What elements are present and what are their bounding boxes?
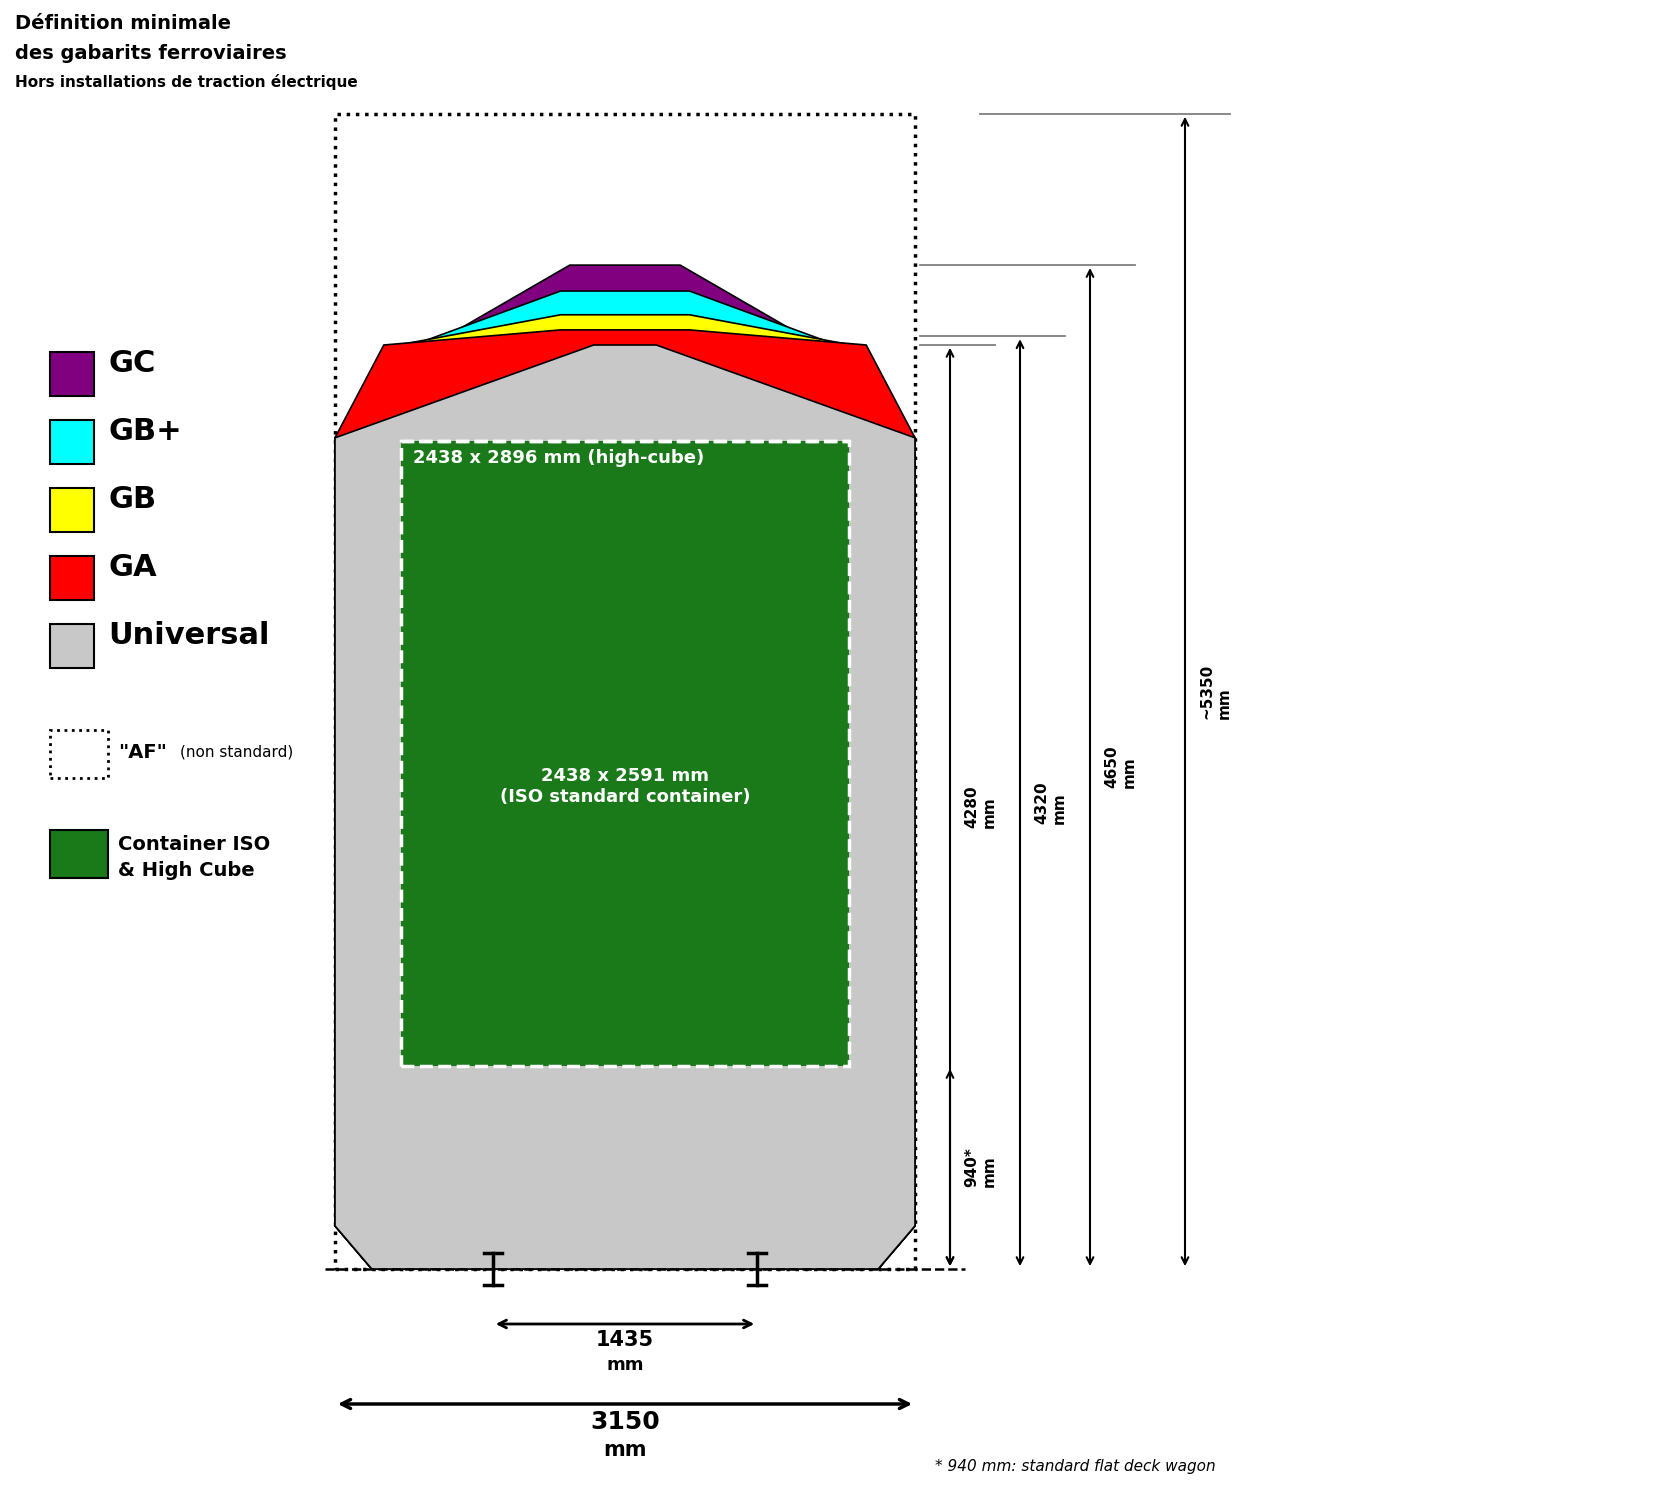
Text: mm: mm (606, 1357, 643, 1375)
Bar (400, 441, 850, 1066)
Text: Container ISO: Container ISO (118, 835, 270, 853)
Text: "AF": "AF" (118, 743, 166, 761)
Polygon shape (334, 265, 916, 1269)
Bar (50, 420, 94, 465)
Text: 4320
mm: 4320 mm (1033, 782, 1067, 824)
Bar (50, 830, 108, 878)
Text: Universal: Universal (108, 621, 269, 650)
Text: mm: mm (603, 1439, 647, 1460)
Bar (50, 487, 94, 532)
Text: 2438 x 2591 mm
(ISO standard container): 2438 x 2591 mm (ISO standard container) (499, 767, 751, 806)
Text: 1435: 1435 (596, 1330, 654, 1351)
Text: GB+: GB+ (108, 417, 181, 445)
Text: 4280
mm: 4280 mm (964, 785, 996, 829)
Bar (50, 624, 94, 668)
Text: 940*
mm: 940* mm (964, 1148, 996, 1188)
Bar (50, 729, 108, 778)
Text: 2438 x 2896 mm (high-cube): 2438 x 2896 mm (high-cube) (413, 448, 704, 466)
Text: Hors installations de traction électrique: Hors installations de traction électriqu… (15, 74, 358, 90)
Text: ~5350
mm: ~5350 mm (1200, 663, 1231, 719)
Polygon shape (334, 329, 916, 1269)
Polygon shape (334, 344, 916, 1269)
Text: GC: GC (108, 349, 155, 378)
Bar (50, 352, 94, 396)
Text: (non standard): (non standard) (180, 744, 294, 760)
Text: 3150: 3150 (590, 1411, 660, 1433)
Text: & High Cube: & High Cube (118, 860, 255, 880)
Polygon shape (334, 292, 916, 1269)
Text: Définition minimale: Définition minimale (15, 14, 232, 33)
Bar (50, 556, 94, 600)
Text: GA: GA (108, 552, 156, 582)
Text: * 940 mm: standard flat deck wagon: * 940 mm: standard flat deck wagon (936, 1459, 1216, 1474)
Text: des gabarits ferroviaires: des gabarits ferroviaires (15, 44, 287, 63)
Bar (400, 441, 850, 1066)
Polygon shape (334, 314, 916, 1269)
Text: 4650
mm: 4650 mm (1104, 746, 1136, 788)
Text: GB: GB (108, 484, 156, 513)
Bar (334, 114, 916, 1269)
